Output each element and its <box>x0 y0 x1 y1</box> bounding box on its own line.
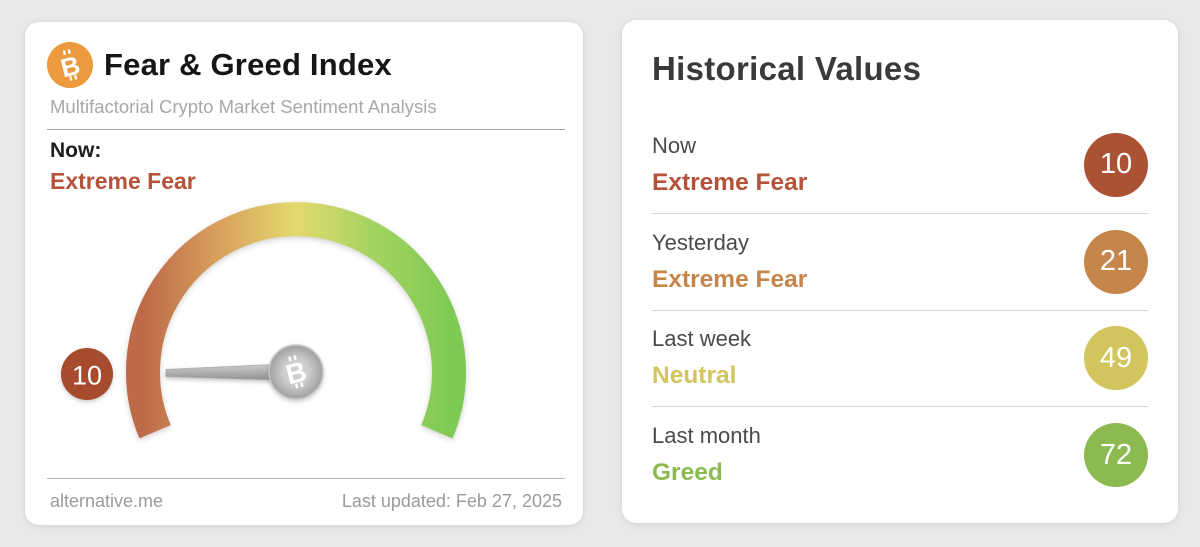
historical-values-card: Historical Values Now Extreme Fear 10 Ye… <box>622 20 1178 523</box>
gauge-value: 10 <box>72 361 102 391</box>
now-label: Now: <box>50 139 102 162</box>
gauge-card-footer: alternative.me Last updated: Feb 27, 202… <box>47 478 565 512</box>
historical-rows: Now Extreme Fear 10 Yesterday Extreme Fe… <box>652 117 1148 503</box>
now-classification: Extreme Fear <box>50 168 196 194</box>
history-row-last-week: Last week Neutral 49 <box>652 311 1148 408</box>
bitcoin-icon: B <box>47 42 93 88</box>
gauge-card-header: B Fear & Greed Index Multifactorial Cryp… <box>47 42 565 130</box>
page-title: Fear & Greed Index <box>104 47 392 82</box>
header-divider <box>47 129 565 130</box>
value-badge: 10 <box>1084 132 1148 197</box>
row-label: Last month <box>652 423 761 449</box>
gauge-arc <box>126 202 466 439</box>
fear-greed-card: B Fear & Greed Index Multifactorial Cryp… <box>25 22 583 525</box>
gauge-value-badge: 10 <box>61 348 113 400</box>
current-sentiment: Now: Extreme Fear <box>50 139 196 195</box>
history-row-last-month: Last month Greed 72 <box>652 407 1148 503</box>
value-badge: 21 <box>1084 229 1148 294</box>
sentiment-gauge: B 10 <box>61 202 466 439</box>
footer-divider <box>47 478 565 479</box>
row-classification: Greed <box>652 459 723 487</box>
row-label: Last week <box>652 326 752 352</box>
card-subtitle: Multifactorial Crypto Market Sentiment A… <box>50 96 437 117</box>
row-classification: Extreme Fear <box>652 168 808 196</box>
row-label: Yesterday <box>652 229 750 255</box>
row-classification: Extreme Fear <box>652 265 808 293</box>
row-classification: Neutral <box>652 362 737 390</box>
history-row-now: Now Extreme Fear 10 <box>652 117 1148 214</box>
source-link[interactable]: alternative.me <box>50 491 164 511</box>
historical-values-title: Historical Values <box>652 50 922 87</box>
value-badge: 49 <box>1084 326 1148 391</box>
row-label: Now <box>652 132 697 158</box>
last-updated: Last updated: Feb 27, 2025 <box>341 491 562 511</box>
value-badge: 72 <box>1084 423 1148 488</box>
gauge-hub <box>268 344 324 400</box>
history-row-yesterday: Yesterday Extreme Fear 21 <box>652 214 1148 311</box>
